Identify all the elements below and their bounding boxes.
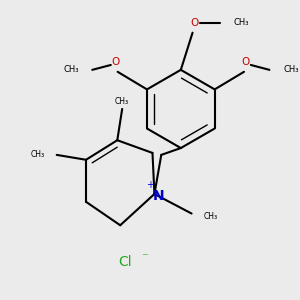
- Text: O: O: [190, 18, 199, 28]
- Text: CH₃: CH₃: [31, 150, 45, 159]
- Text: O: O: [112, 57, 120, 67]
- Text: O: O: [242, 57, 250, 67]
- Text: CH₃: CH₃: [63, 65, 79, 74]
- Text: N: N: [152, 189, 164, 203]
- Text: CH₃: CH₃: [203, 212, 218, 221]
- Text: +: +: [146, 180, 154, 190]
- Text: ⁻: ⁻: [141, 251, 148, 264]
- Text: CH₃: CH₃: [234, 18, 249, 27]
- Text: CH₃: CH₃: [115, 97, 129, 106]
- Text: Cl: Cl: [118, 255, 132, 269]
- Text: CH₃: CH₃: [283, 65, 298, 74]
